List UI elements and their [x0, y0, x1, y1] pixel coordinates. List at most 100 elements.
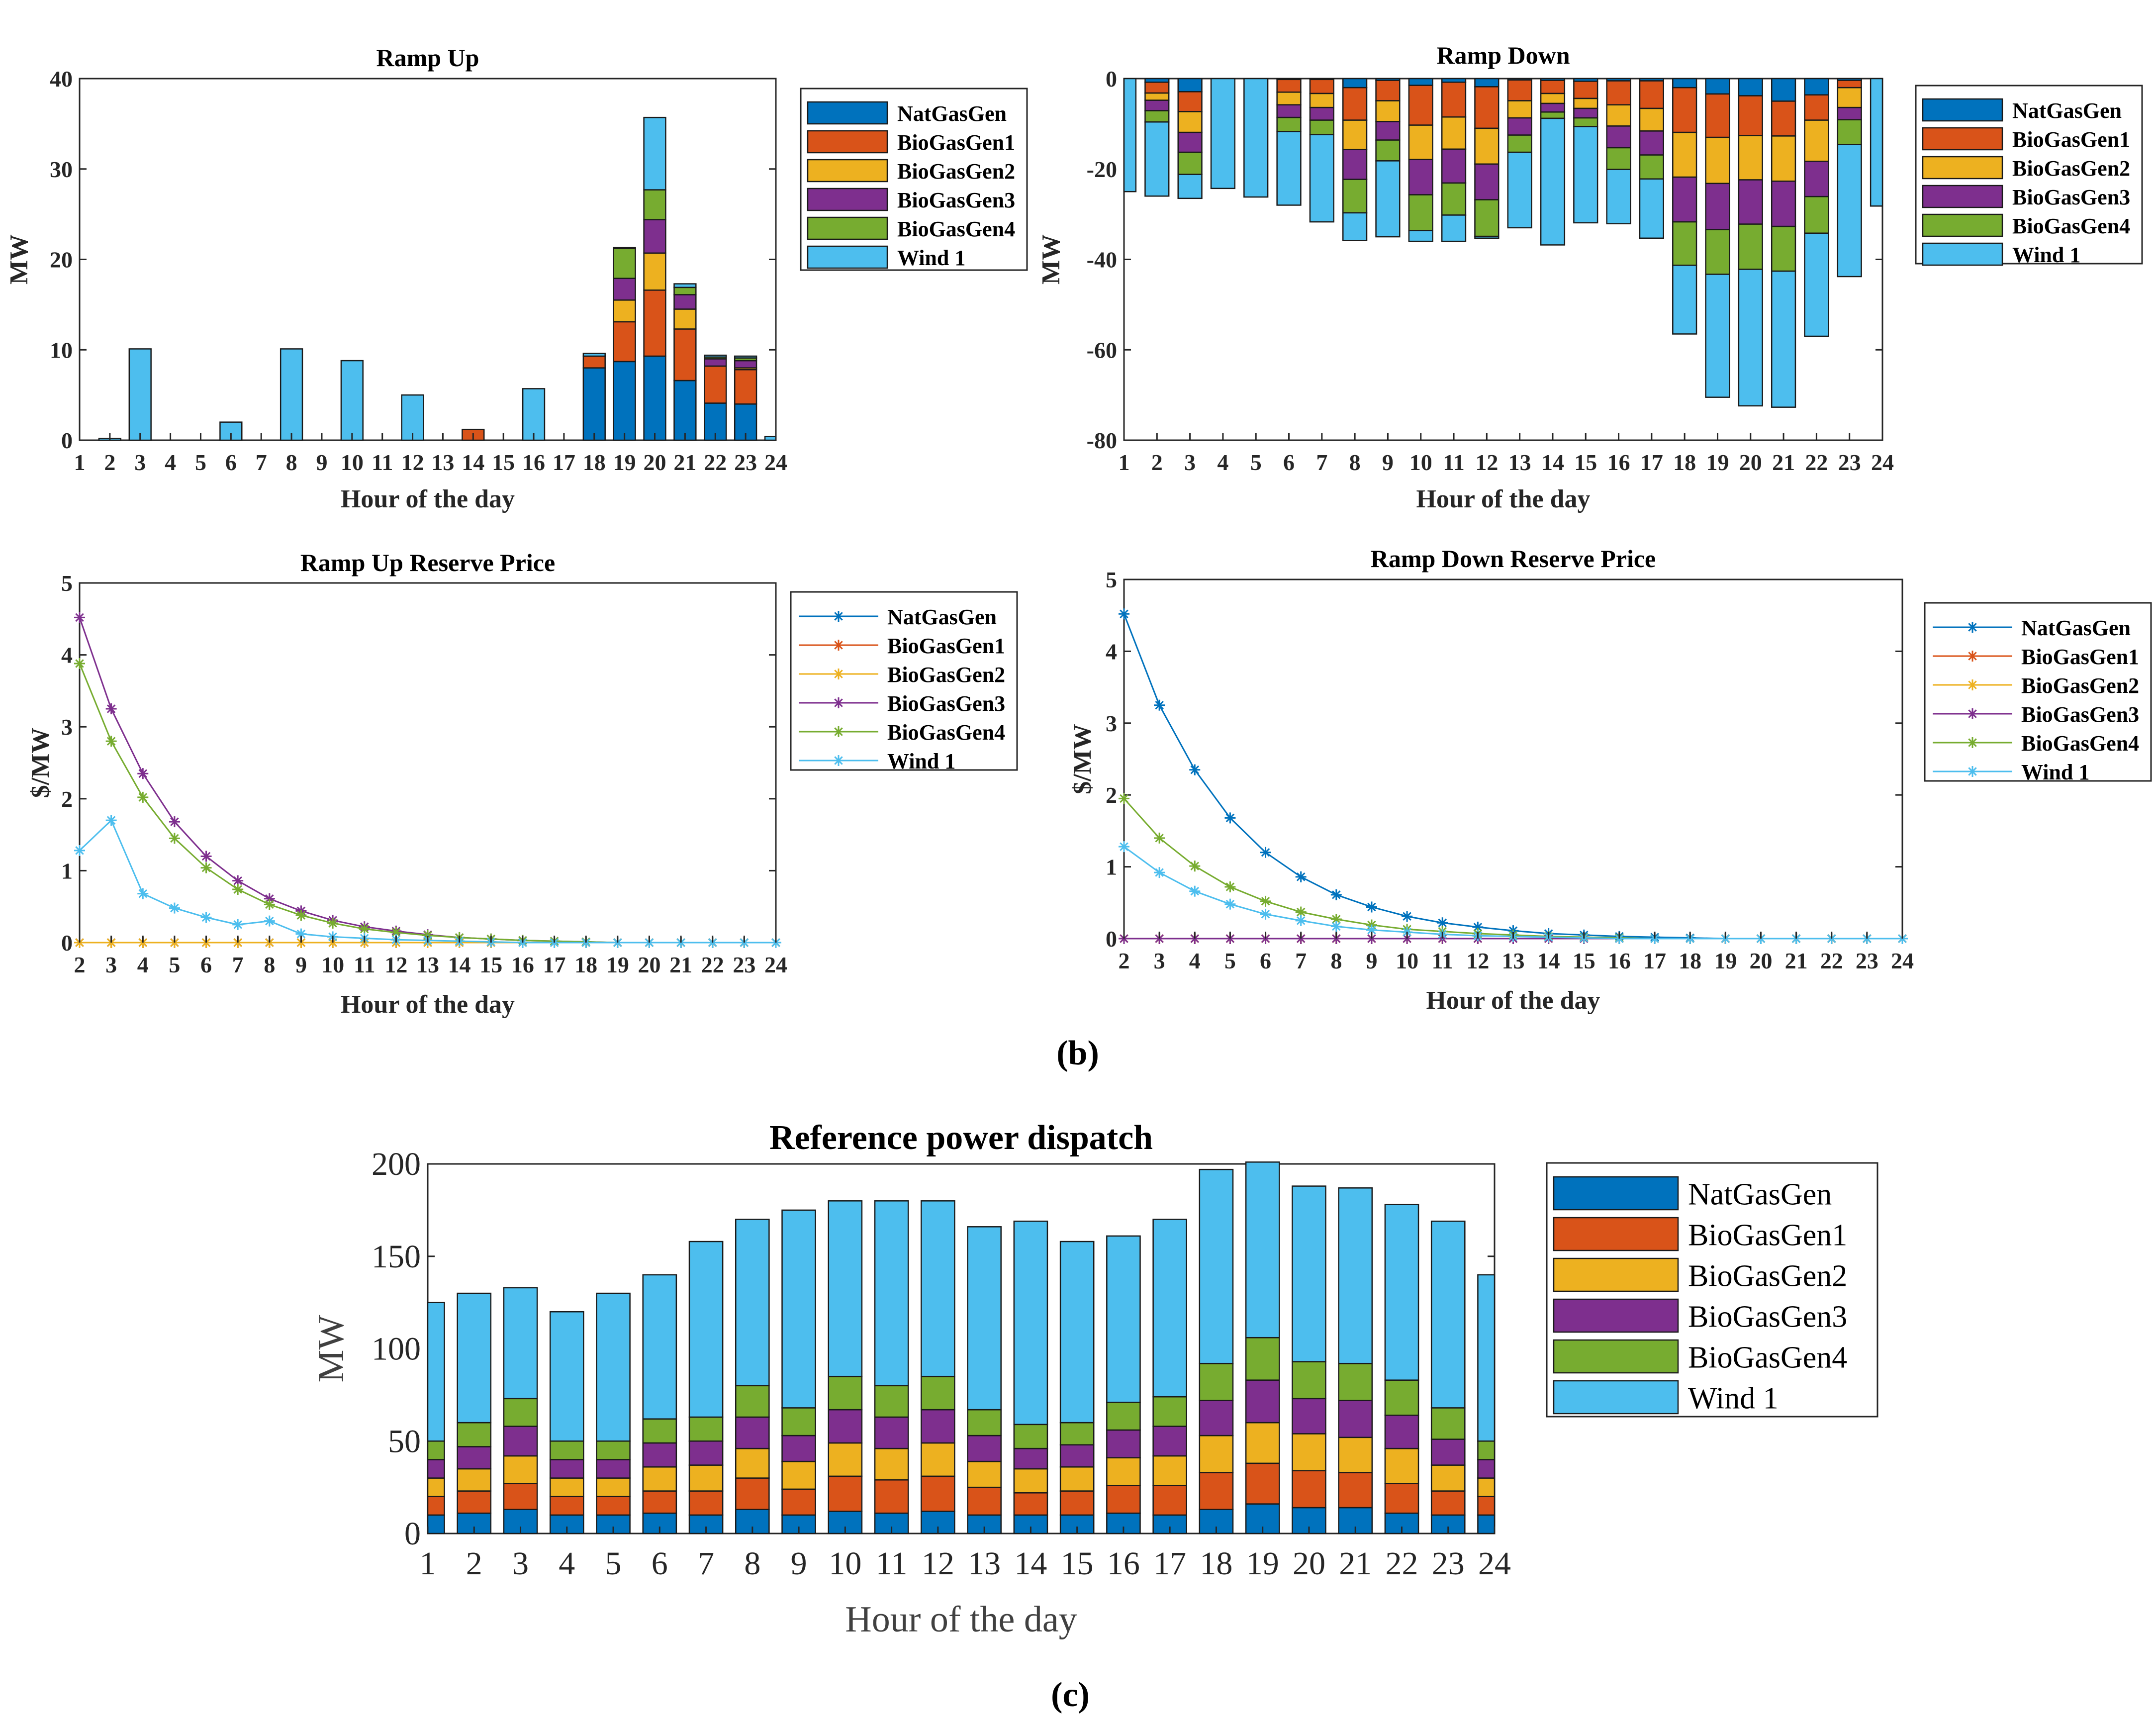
legend-label: BioGasGen2: [897, 159, 1015, 184]
bar-biogasgen3-hour-19: [613, 278, 636, 301]
point-wind-1-hour-6: [200, 912, 212, 923]
bar-biogasgen1-hour-22: [1384, 1483, 1419, 1514]
x-tick-label: 17: [553, 450, 575, 475]
y-tick-label: 100: [372, 1331, 421, 1367]
bar-biogasgen4-hour-19: [1705, 229, 1730, 275]
legend-marker: [833, 611, 844, 622]
bar-biogasgen3-hour-2: [457, 1446, 492, 1470]
bar-natgasgen-hour-19: [1705, 78, 1730, 95]
point-wind-1-hour-5: [1224, 898, 1236, 910]
legend-swatch: [1922, 98, 2003, 122]
bar-biogasgen1-hour-12: [921, 1475, 955, 1512]
panel-label-b: (b): [1056, 1034, 1099, 1072]
bar-wind-1-hour-4: [549, 1311, 584, 1442]
x-tick-label: 21: [673, 450, 696, 475]
x-tick-label: 9: [1382, 450, 1394, 475]
bar-biogasgen3-hour-17: [1152, 1426, 1187, 1457]
x-tick-label: 17: [543, 952, 566, 977]
x-tick-label: 10: [829, 1545, 861, 1582]
bar-biogasgen1-hour-10: [1408, 85, 1433, 126]
x-tick-label: 9: [791, 1545, 807, 1582]
x-tick-label: 1: [74, 450, 86, 475]
point-biogasgen4-hour-2: [1119, 793, 1129, 804]
legend-label: BioGasGen4: [897, 217, 1015, 241]
x-tick-label: 3: [512, 1545, 529, 1582]
x-tick-label: 18: [1679, 948, 1701, 973]
bar-biogasgen3-hour-1: [427, 1459, 445, 1479]
legend-swatch: [1922, 127, 2003, 151]
bar-wind-1-hour-10: [828, 1200, 863, 1377]
x-tick-label: 19: [1246, 1545, 1279, 1582]
legend-marker: [1967, 622, 1978, 633]
bar-biogasgen2-hour-1: [427, 1477, 445, 1497]
y-tick-label: 200: [372, 1146, 421, 1182]
legend-label: Wind 1: [1688, 1381, 1779, 1415]
legend-label: Wind 1: [2012, 243, 2080, 267]
bar-biogasgen2-hour-9: [1375, 100, 1401, 122]
bar-biogasgen1-hour-3: [503, 1483, 538, 1510]
point-wind-1-hour-3: [105, 815, 117, 826]
bar-biogasgen3-hour-18: [1672, 176, 1697, 223]
bar-biogasgen1-hour-10: [828, 1475, 863, 1512]
bar-biogasgen3-hour-9: [1375, 121, 1401, 141]
bar-natgasgen-hour-24: [1477, 1514, 1496, 1534]
bar-biogasgen2-hour-2: [457, 1468, 492, 1492]
x-tick-label: 5: [1224, 948, 1236, 973]
x-tick-label: 5: [605, 1545, 622, 1582]
bar-biogasgen3-hour-23: [734, 360, 757, 369]
legend-entry-biogasgen2: BioGasGen2: [1553, 1257, 1847, 1293]
bar-biogasgen3-hour-6: [642, 1442, 677, 1468]
bar-biogasgen1-hour-17: [1639, 80, 1664, 109]
legend-swatch: [1553, 1257, 1679, 1292]
bar-wind-1-hour-7: [1309, 134, 1334, 223]
x-tick-label: 18: [574, 952, 597, 977]
y-tick-label: 30: [50, 157, 73, 182]
bar-biogasgen4-hour-15: [1059, 1422, 1095, 1445]
y-tick-label: 2: [61, 786, 73, 812]
bar-natgasgen-hour-1: [427, 1514, 445, 1534]
bar-biogasgen2-hour-9: [781, 1460, 816, 1490]
y-tick-label: 4: [1106, 639, 1117, 664]
bar-biogasgen4-hour-9: [781, 1407, 816, 1437]
point-natgasgen-hour-4: [1189, 764, 1201, 775]
bar-biogasgen4-hour-22: [1804, 195, 1829, 234]
legend-swatch: [1922, 185, 2003, 208]
point-wind-1-hour-8: [264, 915, 275, 927]
y-tick-label: 0: [404, 1516, 421, 1552]
point-wind-1-hour-2: [1119, 841, 1129, 853]
x-tick-label: 11: [372, 450, 393, 475]
bar-biogasgen1-hour-18: [1199, 1472, 1234, 1510]
legend-label: BioGasGen2: [1688, 1259, 1847, 1293]
bar-biogasgen3-hour-23: [1430, 1438, 1466, 1466]
bar-biogasgen2-hour-17: [1639, 107, 1664, 132]
bar-biogasgen3-hour-11: [1441, 148, 1467, 184]
point-biogasgen3-hour-2: [74, 612, 85, 623]
bar-natgasgen-hour-10: [1408, 78, 1433, 86]
point-wind-1-hour-6: [1260, 908, 1271, 920]
x-tick-label: 4: [137, 952, 149, 977]
x-tick-label: 18: [1673, 450, 1696, 475]
bar-biogasgen1-hour-15: [1573, 81, 1598, 99]
point-natgasgen-hour-5: [1224, 812, 1236, 824]
x-tick-label: 6: [200, 952, 212, 977]
legend-label: NatGasGen: [2021, 616, 2131, 640]
bar-biogasgen1-hour-21: [1771, 100, 1796, 137]
point-biogasgen3-hour-3: [105, 703, 117, 715]
bar-biogasgen4-hour-6: [1276, 116, 1302, 132]
bar-biogasgen2-hour-11: [1441, 116, 1467, 150]
bar-biogasgen4-hour-18: [1672, 221, 1697, 266]
legend-entry-biogasgen3: BioGasGen3: [807, 188, 1015, 212]
x-tick-label: 9: [316, 450, 327, 475]
bar-biogasgen4-hour-3: [1177, 151, 1203, 175]
legend-entry-biogasgen3: BioGasGen3: [799, 691, 1005, 716]
x-tick-label: 13: [1508, 450, 1531, 475]
chart-reference-power-dispatch: Reference power dispatch Hour of the day M…: [311, 1119, 1878, 1640]
bar-biogasgen3-hour-20: [643, 219, 666, 254]
bar-biogasgen2-hour-5: [596, 1477, 631, 1497]
legend-label: BioGasGen1: [897, 130, 1015, 155]
x-tick-label: 2: [104, 450, 115, 475]
bar-wind-1-hour-20: [1292, 1185, 1326, 1362]
x-tick-label: 5: [169, 952, 180, 977]
bar-biogasgen1-hour-11: [1441, 82, 1467, 118]
legend-marker: [833, 726, 844, 737]
